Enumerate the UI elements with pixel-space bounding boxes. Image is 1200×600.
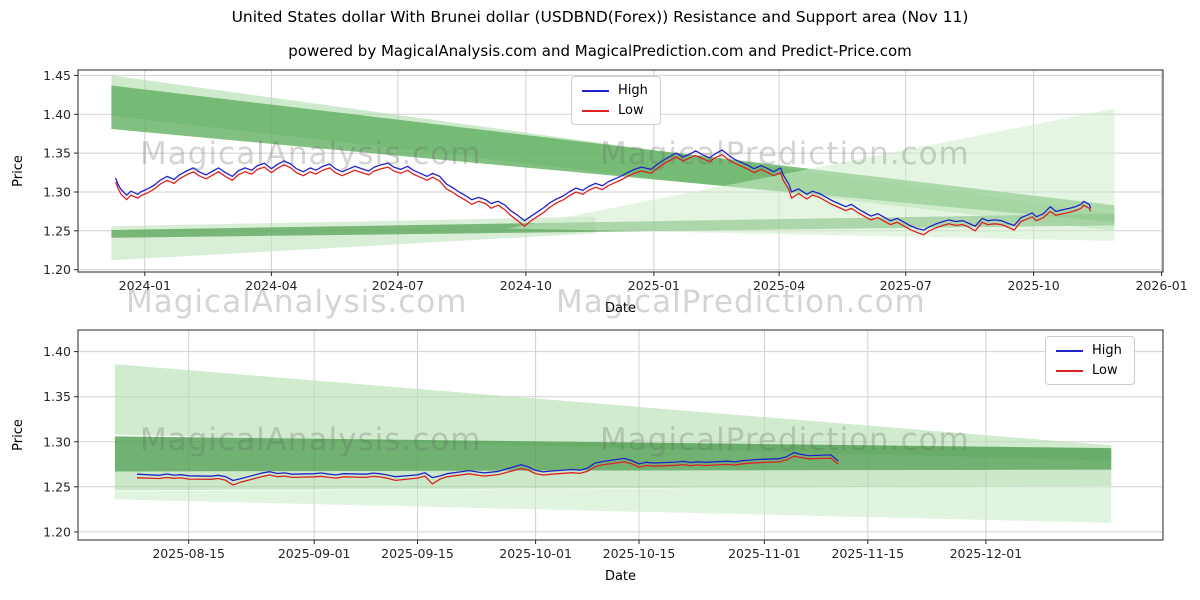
legend-label-high: High — [618, 83, 648, 98]
x-tick-label: 2024-01 — [119, 278, 171, 293]
support-resistance-band — [507, 108, 1115, 241]
y-axis-label: Price — [11, 419, 26, 451]
support-resistance-band — [114, 364, 1112, 461]
support-resistance-band — [114, 436, 1112, 472]
x-axis-label: Date — [605, 301, 636, 316]
legend-bottom-chart: High Low — [1045, 336, 1135, 385]
y-tick-label: 1.25 — [43, 479, 71, 494]
price-line-low — [136, 455, 839, 486]
x-tick-label: 2025-10 — [1007, 278, 1059, 293]
x-tick-label: 2025-09-15 — [381, 546, 454, 561]
support-resistance-band — [114, 485, 1112, 523]
x-tick-label: 2024-07 — [372, 278, 424, 293]
y-tick-label: 1.25 — [43, 223, 71, 238]
legend-entry-low: Low — [1056, 364, 1122, 377]
y-tick-label: 1.20 — [43, 262, 71, 277]
x-tick-label: 2024-10 — [500, 278, 552, 293]
y-tick-label: 1.35 — [43, 146, 71, 161]
y-tick-label: 1.40 — [43, 107, 71, 122]
chart-subtitle: powered by MagicalAnalysis.com and Magic… — [288, 42, 912, 60]
x-axis-label: Date — [605, 569, 636, 584]
x-tick-label: 2025-09-01 — [278, 546, 351, 561]
y-tick-label: 1.40 — [43, 344, 71, 359]
x-tick-label: 2025-10-15 — [603, 546, 676, 561]
high-line-swatch — [1056, 349, 1083, 352]
x-tick-label: 2024-04 — [245, 278, 297, 293]
legend-entry-low: Low — [582, 104, 648, 117]
x-tick-label: 2025-08-15 — [152, 546, 225, 561]
x-tick-label: 2025-11-15 — [831, 546, 904, 561]
x-tick-label: 2025-04 — [753, 278, 805, 293]
high-line-swatch — [582, 89, 609, 92]
x-tick-label: 2025-11-01 — [728, 546, 801, 561]
low-line-swatch — [1056, 369, 1083, 372]
y-tick-label: 1.20 — [43, 524, 71, 539]
price-line-low — [114, 154, 1092, 236]
price-line-high — [136, 451, 839, 482]
y-axis-label: Price — [11, 155, 26, 187]
y-tick-label: 1.30 — [43, 434, 71, 449]
chart-title: United States dollar With Brunei dollar … — [231, 8, 969, 26]
x-tick-label: 2025-10-01 — [499, 546, 572, 561]
price-line-high — [114, 149, 1092, 231]
y-tick-label: 1.45 — [43, 68, 71, 83]
legend-label-high: High — [1092, 343, 1122, 358]
y-tick-label: 1.30 — [43, 185, 71, 200]
plot-border — [77, 69, 1164, 273]
low-line-swatch — [582, 109, 609, 112]
x-tick-label: 2025-12-01 — [950, 546, 1023, 561]
legend-label-low: Low — [618, 103, 644, 118]
legend-entry-high: High — [1056, 344, 1122, 357]
support-resistance-band — [114, 469, 1112, 491]
legend-label-low: Low — [1092, 363, 1118, 378]
x-tick-label: 2026-01 — [1135, 278, 1187, 293]
legend-top-chart: High Low — [571, 76, 661, 125]
legend-entry-high: High — [582, 84, 648, 97]
x-tick-label: 2025-07 — [880, 278, 932, 293]
x-tick-label: 2025-01 — [628, 278, 680, 293]
plot-border — [77, 329, 1164, 541]
y-tick-label: 1.35 — [43, 389, 71, 404]
